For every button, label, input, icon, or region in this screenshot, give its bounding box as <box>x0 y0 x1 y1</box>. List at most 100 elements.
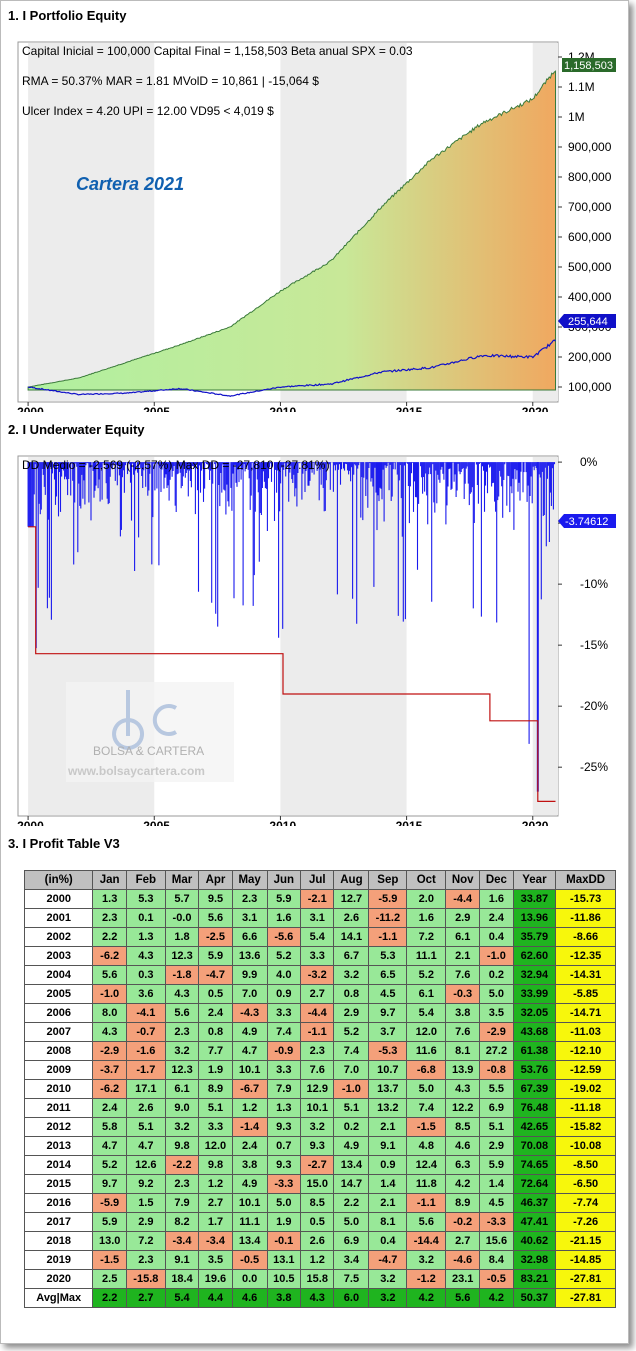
table-section-title: 3. I Profit Table V3 <box>8 836 120 851</box>
month-cell: 9.8 <box>198 1155 233 1175</box>
month-cell: 12.4 <box>406 1155 447 1175</box>
maxdd-cell: -14.31 <box>555 965 616 985</box>
month-cell: 7.7 <box>198 1041 233 1061</box>
column-header: Year <box>512 870 557 890</box>
month-cell: 8.9 <box>445 1193 481 1213</box>
column-header: May <box>231 870 268 890</box>
column-header: Aug <box>333 870 370 890</box>
month-cell: 15.8 <box>300 1269 335 1289</box>
month-cell: -0.5 <box>479 1269 514 1289</box>
avg-max-cell: 5.6 <box>445 1288 481 1308</box>
month-cell: -11.2 <box>368 908 408 928</box>
underwater-last-value-label: -3.74612 <box>565 516 608 528</box>
year-cell: 2016 <box>23 1193 94 1213</box>
maxdd-cell: -21.15 <box>555 1231 616 1251</box>
table-row: 2001 2.3 0.1 -0.0 5.6 3.1 1.6 3.1 2.6 -11.2 1.6 2.9… <box>23 908 616 928</box>
table-row: 2002 2.2 1.3 1.8 -2.5 6.6 -5.6 5.4 14.1 -1.1 7.2 6.… <box>23 927 616 947</box>
month-cell: 9.7 <box>92 1174 127 1194</box>
month-cell: 0.5 <box>198 984 233 1004</box>
month-cell: 1.8 <box>164 927 200 947</box>
column-header: Nov <box>445 870 481 890</box>
max-drawdown-line <box>28 526 556 802</box>
annual-return-cell: 67.39 <box>512 1079 557 1099</box>
equity-y-tick-label: 100,000 <box>568 380 612 394</box>
month-cell: 13.6 <box>231 946 268 966</box>
month-cell: 0.4 <box>368 1231 408 1251</box>
annual-return-cell: 32.98 <box>512 1250 557 1270</box>
avg-max-cell: 4.2 <box>406 1288 447 1308</box>
equity-stats-line-3: Ulcer Index = 4.20 UPI = 12.00 VD95 < 4,… <box>22 104 274 118</box>
month-cell: -3.7 <box>92 1060 127 1080</box>
underwater-y-tick-label: 0% <box>580 455 598 469</box>
month-cell: 1.6 <box>406 908 447 928</box>
annual-return-cell: 47.41 <box>512 1212 557 1232</box>
month-cell: 2.6 <box>125 1098 166 1118</box>
month-cell: 5.2 <box>333 1022 370 1042</box>
maxdd-cell: -10.08 <box>555 1136 616 1156</box>
month-cell: 2.1 <box>368 1193 408 1213</box>
month-cell: 5.8 <box>92 1117 127 1137</box>
maxdd-cell: -19.02 <box>555 1079 616 1099</box>
month-cell: 6.1 <box>406 984 447 1004</box>
month-cell: -1.0 <box>92 984 127 1004</box>
month-cell: 2.6 <box>300 1231 335 1251</box>
month-cell: 4.3 <box>125 946 166 966</box>
annual-return-cell: 32.94 <box>512 965 557 985</box>
year-cell: 2000 <box>23 889 94 909</box>
month-cell: -1.2 <box>406 1269 447 1289</box>
month-cell: 5.9 <box>92 1212 127 1232</box>
equity-last-value-badge: 1,158,503 <box>562 58 616 72</box>
equity-y-tick-label: 1M <box>568 110 585 124</box>
equity-section-title: 1. I Portfolio Equity <box>8 8 127 23</box>
month-cell: 1.9 <box>266 1212 302 1232</box>
year-cell: 2012 <box>23 1117 94 1137</box>
column-header: Jun <box>266 870 302 890</box>
month-cell: 4.5 <box>479 1193 514 1213</box>
month-cell: 5.2 <box>406 965 447 985</box>
annual-return-cell: 70.08 <box>512 1136 557 1156</box>
equity-x-tick-label: 2015 <box>396 405 423 412</box>
year-cell: 2001 <box>23 908 94 928</box>
month-cell: 0.3 <box>125 965 166 985</box>
month-cell: 5.2 <box>266 946 302 966</box>
month-cell: 2.7 <box>300 984 335 1004</box>
month-cell: 3.3 <box>266 1003 302 1023</box>
month-cell: 4.9 <box>231 1022 268 1042</box>
month-cell: 1.9 <box>198 1060 233 1080</box>
month-cell: 4.3 <box>164 984 200 1004</box>
month-cell: 4.9 <box>333 1136 370 1156</box>
year-band <box>280 457 407 815</box>
month-cell: -5.9 <box>92 1193 127 1213</box>
month-cell: -5.9 <box>368 889 408 909</box>
table-row: 2008 -2.9 -1.6 3.2 7.7 4.7 -0.9 2.3 7.4 -5.3 11.6 8… <box>23 1041 616 1061</box>
month-cell: 10.5 <box>266 1269 302 1289</box>
maxdd-cell: -8.66 <box>555 927 616 947</box>
month-cell: 2.1 <box>368 1117 408 1137</box>
month-cell: -5.3 <box>368 1041 408 1061</box>
month-cell: 5.6 <box>406 1212 447 1232</box>
equity-area-series <box>27 70 556 391</box>
underwater-x-tick-label: 2015 <box>396 819 423 826</box>
month-cell: 9.2 <box>125 1174 166 1194</box>
year-cell: 2010 <box>23 1079 94 1099</box>
equity-y-tick-label: 600,000 <box>568 230 612 244</box>
month-cell: 7.5 <box>333 1269 370 1289</box>
month-cell: 13.9 <box>445 1060 481 1080</box>
year-cell: 2007 <box>23 1022 94 1042</box>
year-cell: 2020 <box>23 1269 94 1289</box>
month-cell: 1.3 <box>125 927 166 947</box>
column-header: Jan <box>92 870 127 890</box>
month-cell: 8.4 <box>479 1250 514 1270</box>
month-cell: -2.1 <box>300 889 335 909</box>
month-cell: 9.0 <box>164 1098 200 1118</box>
avg-max-cell: 3.8 <box>266 1288 302 1308</box>
month-cell: -4.3 <box>231 1003 268 1023</box>
month-cell: 12.0 <box>198 1136 233 1156</box>
month-cell: 1.2 <box>198 1174 233 1194</box>
month-cell: -1.8 <box>164 965 200 985</box>
month-cell: -0.9 <box>266 1041 302 1061</box>
avg-max-cell: 5.4 <box>164 1288 200 1308</box>
column-header: MaxDD <box>555 870 616 890</box>
month-cell: -0.3 <box>445 984 481 1004</box>
underwater-y-tick-label: -15% <box>580 638 608 652</box>
